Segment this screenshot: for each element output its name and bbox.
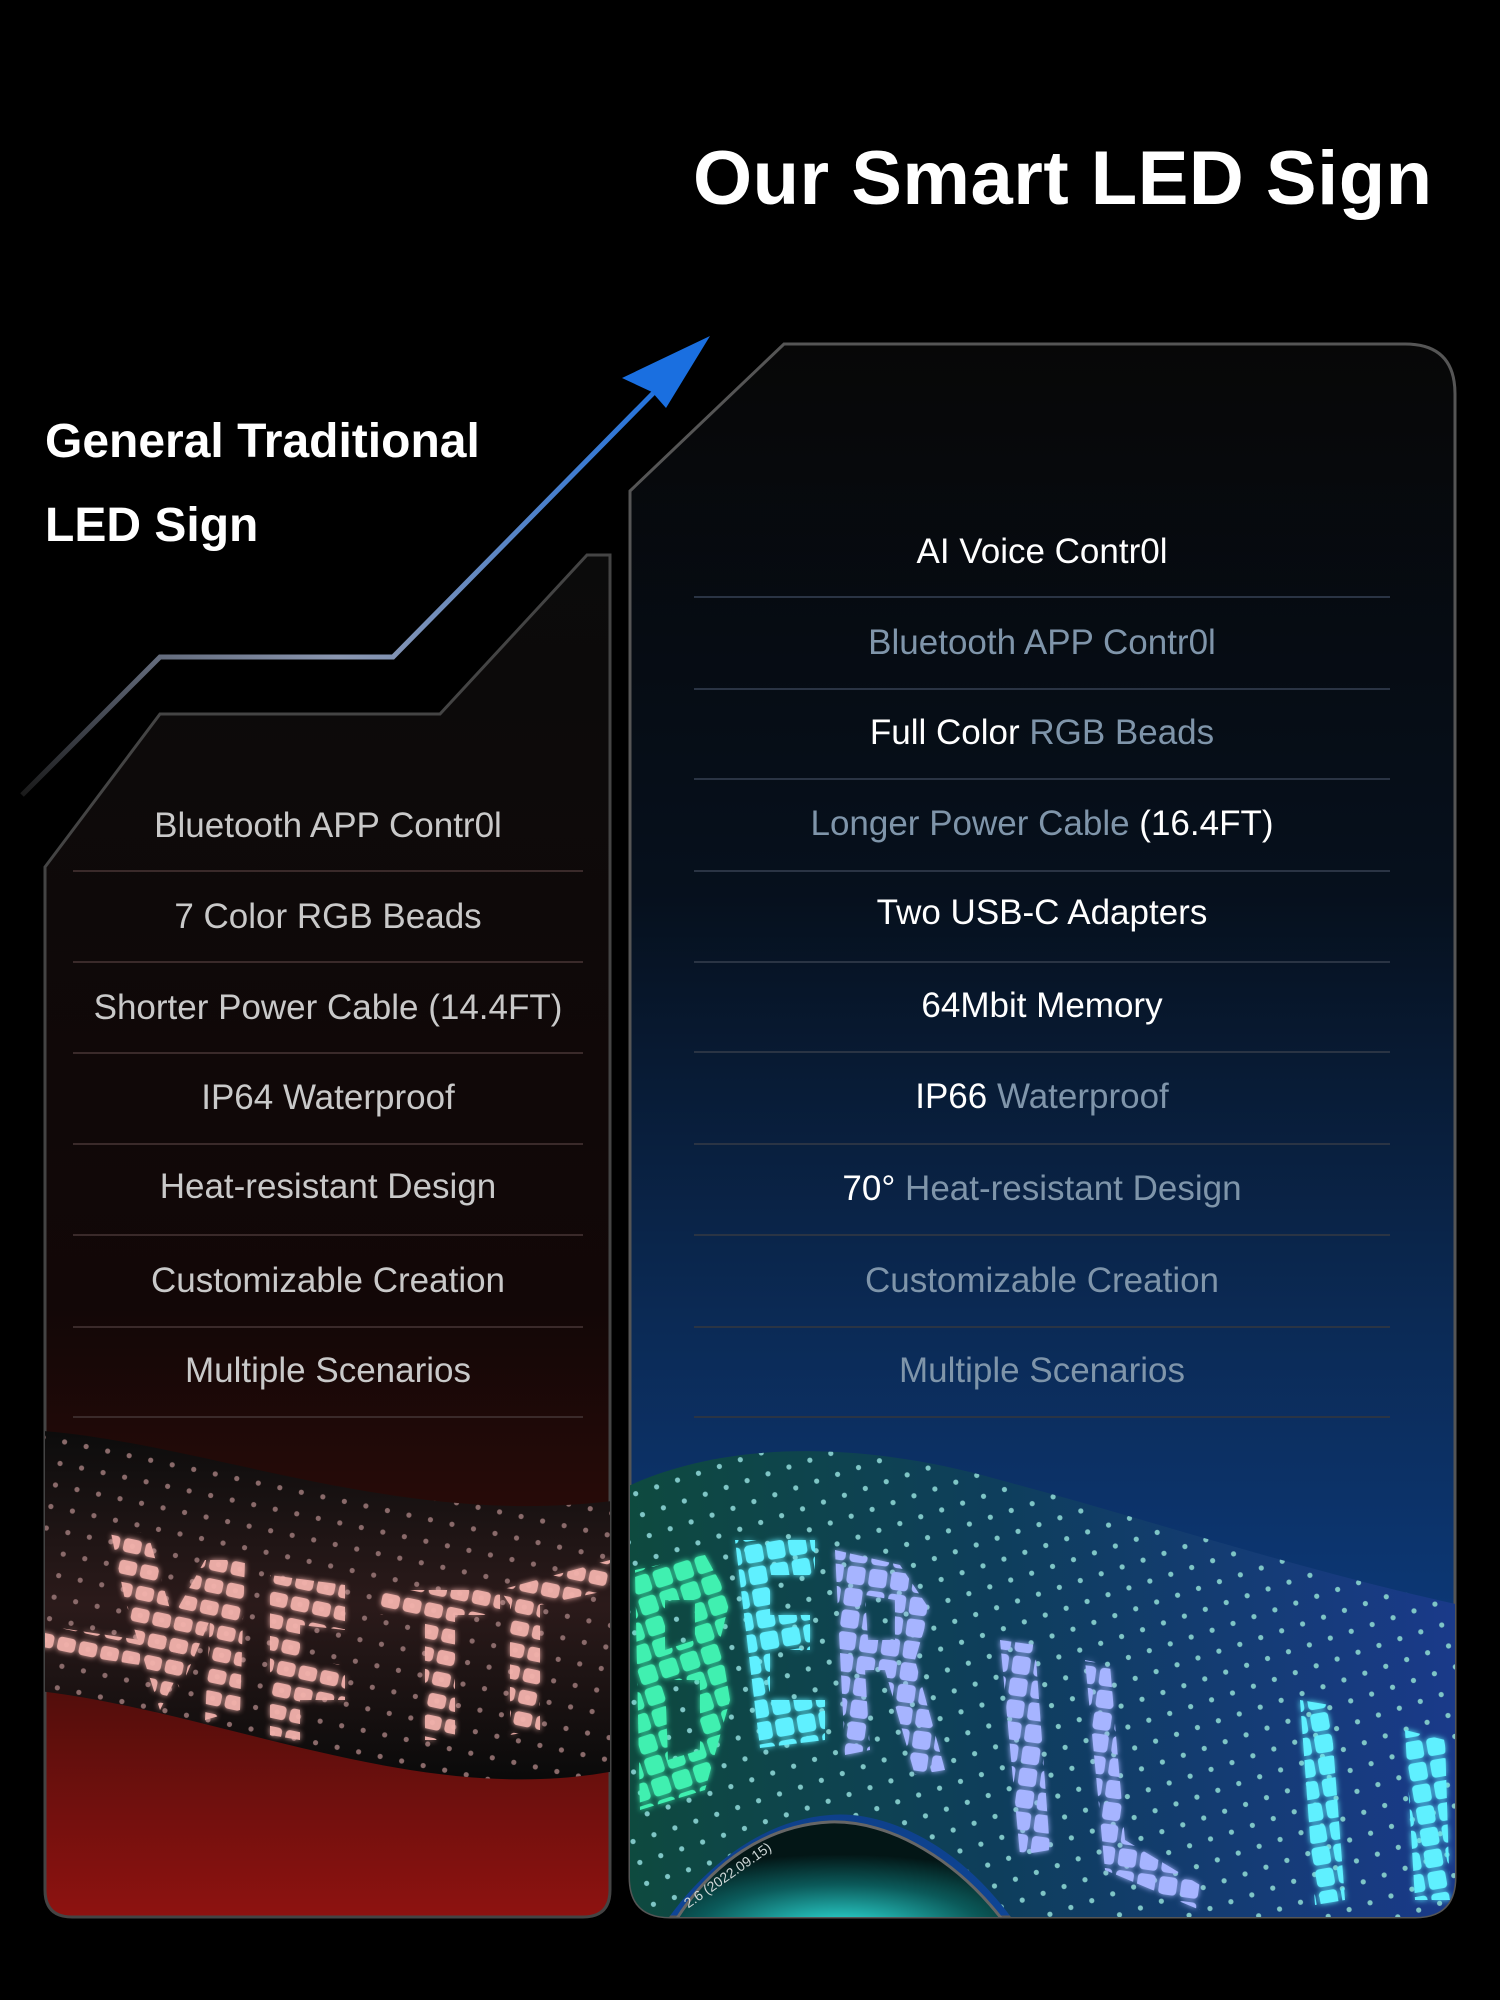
feature-text-highlight: Waterproof [996, 1077, 1169, 1116]
divider [694, 1326, 1390, 1328]
feature-text-highlight: Bluetooth APP Contr0l [868, 623, 1216, 662]
list-item: Multiple Scenarios [694, 1349, 1390, 1393]
divider [694, 778, 1390, 780]
divider [73, 870, 583, 872]
traditional-sign-panel [43, 553, 612, 1919]
list-item: Customizable Creation [694, 1259, 1390, 1303]
divider [694, 1234, 1390, 1236]
divider [694, 870, 1390, 872]
list-item: Bluetooth APP Contr0l [694, 621, 1390, 665]
list-item: Customizable Creation [150, 1261, 506, 1300]
heading-line-1: General Traditional [45, 415, 480, 468]
list-item: Full Color RGB Beads [694, 711, 1390, 755]
rgb-led-strip-image [630, 1451, 1455, 1917]
divider [694, 688, 1390, 690]
list-item: IP66 Waterproof [694, 1075, 1390, 1119]
feature-text: IP66 [915, 1077, 997, 1116]
list-item: Shorter Power Cable (14.4FT) [93, 988, 563, 1027]
feature-text: Full Color [869, 713, 1030, 752]
divider [694, 1416, 1390, 1418]
feature-text: 64Mbit Memory [921, 986, 1163, 1025]
divider [73, 1052, 583, 1054]
divider [73, 1416, 583, 1418]
list-item: IP64 Waterproof [201, 1078, 455, 1117]
list-item: 64Mbit Memory [694, 984, 1390, 1028]
feature-text-highlight: Longer Power Cable [810, 804, 1140, 843]
red-led-strip-image [45, 1430, 610, 1780]
divider [694, 1143, 1390, 1145]
traditional-sign-heading: General Traditional LED Sign [45, 400, 480, 568]
divider [73, 1326, 583, 1328]
list-item: Two USB-C Adapters [694, 891, 1390, 935]
feature-text: (16.4FT) [1139, 804, 1274, 843]
list-item: 70° Heat-resistant Design [694, 1167, 1390, 1211]
list-item: Longer Power Cable (16.4FT) [694, 802, 1390, 846]
list-item: Multiple Scenarios [185, 1351, 471, 1390]
divider [73, 1234, 583, 1236]
list-item: Heat-resistant Design [159, 1167, 497, 1206]
feature-text-highlight: RGB Beads [1029, 713, 1215, 752]
divider [694, 1051, 1390, 1053]
upgrade-arrow-icon [20, 336, 710, 797]
list-item: 7 Color RGB Beads [174, 897, 482, 936]
page-title: Our Smart LED Sign [693, 136, 1433, 221]
feature-text: 70° [842, 1169, 906, 1208]
feature-text-highlight: Heat-resistant Design [905, 1169, 1242, 1208]
divider [73, 1143, 583, 1145]
divider [73, 961, 583, 963]
feature-text: Two USB-C Adapters [876, 893, 1208, 932]
divider [694, 596, 1390, 598]
smart-sign-panel [628, 342, 1457, 1919]
feature-text-highlight: Customizable Creation [864, 1261, 1220, 1300]
list-item: AI Voice Contr0l [694, 530, 1390, 574]
list-item: Bluetooth APP Contr0l [154, 806, 502, 845]
heading-line-2: LED Sign [45, 499, 259, 552]
feature-text: AI Voice Contr0l [916, 532, 1168, 571]
divider [694, 961, 1390, 963]
feature-text-highlight: Multiple Scenarios [899, 1351, 1185, 1390]
